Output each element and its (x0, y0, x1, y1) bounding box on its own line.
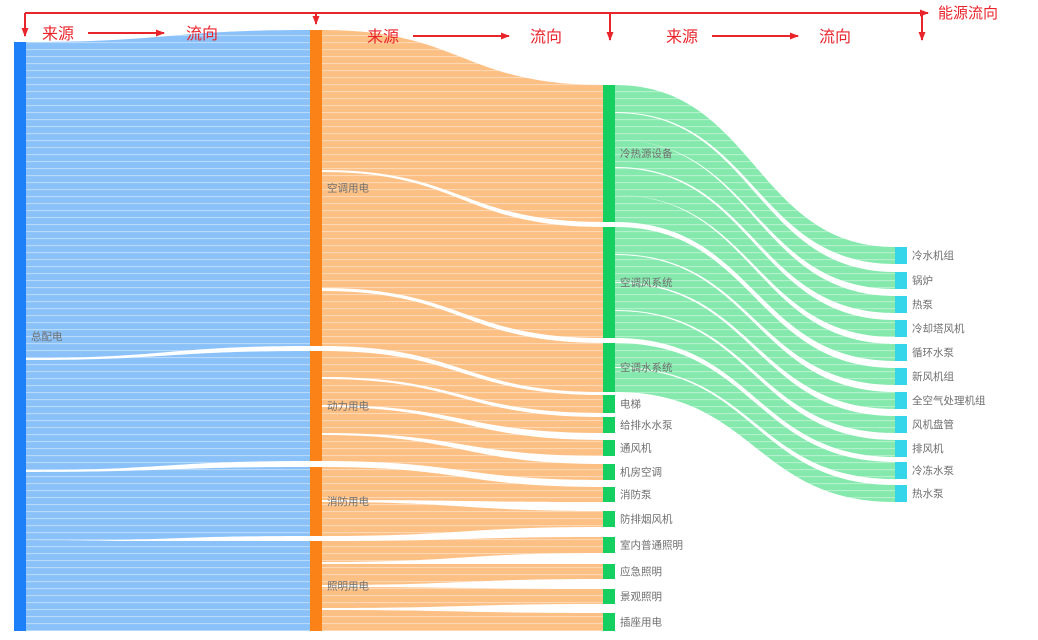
sankey-link-stripes (615, 311, 895, 457)
sankey-link-stripes (615, 368, 895, 502)
node-label-rb: 热泵 (912, 298, 933, 311)
sankey-node-rb[interactable] (895, 296, 907, 313)
node-label-rsb: 热水泵 (912, 487, 944, 500)
node-label-gpssb: 给排水水泵 (620, 419, 673, 432)
sankey-node-tfj[interactable] (603, 440, 615, 456)
sankey-node-ldsb[interactable] (895, 462, 907, 479)
node-label-fpyfj: 防排烟风机 (620, 513, 673, 526)
sankey-node-jgzm[interactable] (603, 589, 615, 604)
sankey-link-stripes (322, 172, 603, 338)
chart-title-energy-flow: 能源流向 (938, 5, 998, 22)
flow-label-3: 流向 (819, 28, 851, 46)
sankey-node-ktfxt[interactable] (603, 227, 615, 338)
sankey-node-czyd[interactable] (603, 613, 615, 631)
sankey-node-lqtfj[interactable] (895, 320, 907, 337)
sankey-node-lsjz[interactable] (895, 247, 907, 264)
sankey-node-gpssb[interactable] (603, 417, 615, 433)
sankey-link-stripes (615, 113, 895, 289)
sankey-link-stripes (615, 140, 895, 313)
sankey-link-stripes (322, 291, 603, 392)
node-label-xfyd: 消防用电 (327, 495, 369, 508)
sankey-link-stripes (615, 227, 895, 385)
flow-label-2: 流向 (530, 28, 562, 46)
sankey-node-ktsxt[interactable] (603, 343, 615, 392)
node-label-jgzm: 景观照明 (620, 591, 662, 603)
node-label-zmyd: 照明用电 (327, 580, 369, 593)
sankey-node-dlyd[interactable] (310, 351, 322, 461)
sankey-node-pfj[interactable] (895, 440, 907, 457)
node-label-fjpg: 风机盘管 (912, 418, 954, 431)
sankey-link-stripes (322, 407, 603, 456)
node-label-zpd: 总配电 (31, 330, 63, 343)
node-label-qkqcljz: 全空气处理机组 (912, 394, 986, 407)
node-label-ldsb: 冷冻水泵 (912, 464, 954, 477)
sankey-link-stripes (615, 85, 895, 264)
node-label-lsjz: 冷水机组 (912, 249, 954, 262)
sankey-node-rsb[interactable] (895, 485, 907, 502)
sankey-link-stripes (322, 467, 603, 502)
node-label-gl: 锅炉 (912, 275, 933, 287)
sankey-link-stripes (322, 351, 603, 413)
sankey-link-stripes (322, 379, 603, 433)
sankey-node-fjpg[interactable] (895, 416, 907, 433)
sankey-link-stripes (26, 541, 310, 631)
sankey-node-fpyfj[interactable] (603, 511, 615, 527)
sankey-link-stripes (322, 537, 603, 562)
sankey-node-dt[interactable] (603, 395, 615, 413)
sankey-link-stripes (322, 587, 603, 608)
source-label-1: 来源 (42, 25, 74, 43)
annotation-layer (21, 9, 929, 41)
sankey-node-yjzm[interactable] (603, 564, 615, 579)
sankey-node-ktyd[interactable] (310, 30, 322, 346)
node-label-dt: 电梯 (620, 398, 641, 411)
sankey-link-stripes (322, 502, 603, 536)
source-label-2: 来源 (367, 28, 399, 46)
node-label-ktsxt: 空调水系统 (620, 361, 673, 374)
node-label-yjzm: 应急照明 (620, 565, 662, 578)
sankey-node-xfb[interactable] (603, 487, 615, 502)
sankey-node-qkqcljz[interactable] (895, 392, 907, 409)
sankey-link-stripes (322, 610, 603, 631)
node-label-xfjz: 新风机组 (912, 370, 954, 383)
sankey-link-stripes (26, 351, 310, 470)
flow-label-1: 流向 (186, 25, 218, 43)
node-label-tfj: 通风机 (620, 442, 652, 455)
sankey-link-stripes (26, 30, 310, 358)
node-label-ktfxt: 空调风系统 (620, 276, 673, 289)
sankey-node-gl[interactable] (895, 272, 907, 289)
sankey-link-stripes (322, 564, 603, 585)
sankey-node-xfyd[interactable] (310, 467, 322, 536)
sankey-link-stripes (615, 255, 895, 409)
sankey-link-stripes (615, 283, 895, 433)
sankey-node-zmyd[interactable] (310, 541, 322, 631)
node-label-pfj: 排风机 (912, 442, 944, 455)
sankey-link-stripes (26, 467, 310, 541)
sankey-node-lrysb[interactable] (603, 85, 615, 222)
sankey-node-jfkt[interactable] (603, 464, 615, 480)
sankey-link-stripes (615, 195, 895, 361)
sankey-node-xhsb[interactable] (895, 344, 907, 361)
sankey-node-zpd[interactable] (14, 42, 26, 631)
sankey-link-stripes (322, 435, 603, 480)
node-label-jfkt: 机房空调 (620, 466, 662, 479)
source-label-3: 来源 (666, 28, 698, 46)
sankey-link-stripes (615, 343, 895, 479)
sankey-link-stripes (322, 30, 603, 222)
sankey-link-stripes (615, 168, 895, 337)
node-label-ktyd: 空调用电 (327, 182, 369, 195)
node-label-snptzm: 室内普通照明 (620, 539, 683, 552)
node-label-czyd: 插座用电 (620, 616, 662, 629)
node-label-dlyd: 动力用电 (327, 400, 369, 413)
node-label-xhsb: 循环水泵 (912, 346, 954, 359)
node-label-xfb: 消防泵 (620, 488, 652, 501)
sankey-node-xfjz[interactable] (895, 368, 907, 385)
node-label-lrysb: 冷热源设备 (620, 147, 673, 160)
sankey-node-snptzm[interactable] (603, 537, 615, 553)
node-label-lqtfj: 冷却塔风机 (912, 322, 965, 335)
